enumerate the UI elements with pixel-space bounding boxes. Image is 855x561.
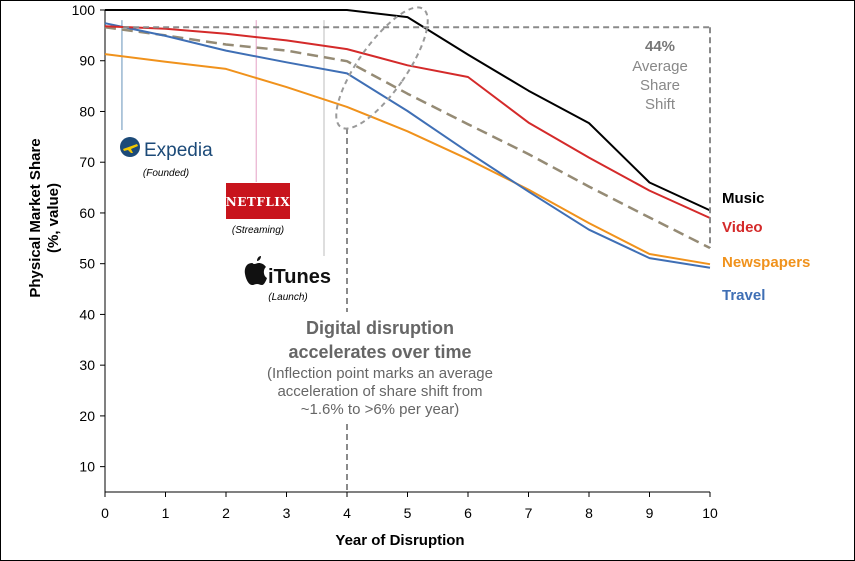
y-axis-title: Physical Market Share bbox=[27, 138, 44, 297]
share-shift-label-2: Share bbox=[640, 77, 680, 94]
expedia-wordmark: Expedia bbox=[144, 140, 213, 161]
inflection-ellipse bbox=[335, 6, 429, 130]
axis-titles: Year of Disruption Physical Market Share… bbox=[27, 138, 465, 549]
axes: 10 20 30 40 50 60 70 80 90 100 0 1 2 3 4 5 6 7 8 9 10 bbox=[72, 2, 718, 521]
series-lines bbox=[104, 9, 711, 269]
series-line-video bbox=[104, 25, 711, 219]
event-markers: Expedia (Founded) NETFLIX (Streaming) iTunes… bbox=[120, 20, 331, 303]
netflix-logo: NETFLIX bbox=[226, 183, 291, 219]
y-tick-label: 90 bbox=[79, 53, 95, 69]
share-shift-value: 44% bbox=[645, 38, 675, 55]
y-tick-label: 80 bbox=[79, 103, 95, 119]
y-tick-label: 20 bbox=[79, 408, 95, 424]
x-tick-label: 1 bbox=[162, 505, 170, 521]
annotations: Digital disruption accelerates over time… bbox=[123, 6, 711, 492]
y-tick-label: 100 bbox=[72, 2, 96, 18]
inflection-headline-2: accelerates over time bbox=[288, 342, 471, 362]
x-tick-label: 6 bbox=[464, 505, 472, 521]
inflection-note-2: acceleration of share shift from bbox=[277, 383, 482, 400]
itunes-caption: (Launch) bbox=[268, 292, 307, 303]
expedia-caption: (Founded) bbox=[143, 168, 189, 179]
x-tick-label: 7 bbox=[525, 505, 533, 521]
x-tick-label: 2 bbox=[222, 505, 230, 521]
x-tick-label: 9 bbox=[646, 505, 654, 521]
itunes-logo: iTunes bbox=[244, 256, 331, 288]
series-line-travel bbox=[104, 22, 711, 269]
x-tick-label: 3 bbox=[283, 505, 291, 521]
x-axis-title: Year of Disruption bbox=[335, 532, 464, 549]
series-label-travel: Travel bbox=[722, 287, 765, 304]
inflection-note-3: ~1.6% to >6% per year) bbox=[301, 401, 459, 418]
x-tick-label: 8 bbox=[585, 505, 593, 521]
series-label-newspapers: Newspapers bbox=[722, 254, 810, 271]
inflection-headline-1: Digital disruption bbox=[306, 318, 454, 338]
series-label-video: Video bbox=[722, 219, 763, 236]
apple-icon bbox=[244, 256, 267, 285]
series-line-average bbox=[104, 26, 711, 250]
y-tick-label: 60 bbox=[79, 205, 95, 221]
series-label-music: Music bbox=[722, 190, 765, 207]
netflix-caption: (Streaming) bbox=[232, 225, 284, 236]
series-line-newspapers bbox=[104, 53, 711, 266]
y-axis-subtitle: (%, value) bbox=[45, 183, 62, 253]
y-tick-label: 70 bbox=[79, 154, 95, 170]
x-tick-label: 5 bbox=[404, 505, 412, 521]
series-line-music bbox=[105, 9, 711, 212]
inflection-note-1: (Inflection point marks an average bbox=[267, 365, 493, 382]
share-shift-label-3: Shift bbox=[645, 96, 676, 113]
itunes-wordmark: iTunes bbox=[268, 266, 331, 288]
y-tick-label: 10 bbox=[79, 459, 95, 475]
x-tick-label: 4 bbox=[343, 505, 351, 521]
netflix-badge bbox=[226, 183, 290, 219]
y-tick-label: 40 bbox=[79, 306, 95, 322]
netflix-wordmark: NETFLIX bbox=[226, 195, 291, 209]
y-tick-label: 30 bbox=[79, 357, 95, 373]
x-tick-label: 10 bbox=[702, 505, 718, 521]
share-shift-label-1: Average bbox=[632, 58, 688, 75]
plane-glyph-icon bbox=[123, 144, 138, 153]
series-labels: Music Video Newspapers Travel bbox=[722, 190, 810, 304]
x-tick-label: 0 bbox=[101, 505, 109, 521]
expedia-logo: Expedia bbox=[120, 137, 213, 161]
y-tick-label: 50 bbox=[79, 256, 95, 272]
